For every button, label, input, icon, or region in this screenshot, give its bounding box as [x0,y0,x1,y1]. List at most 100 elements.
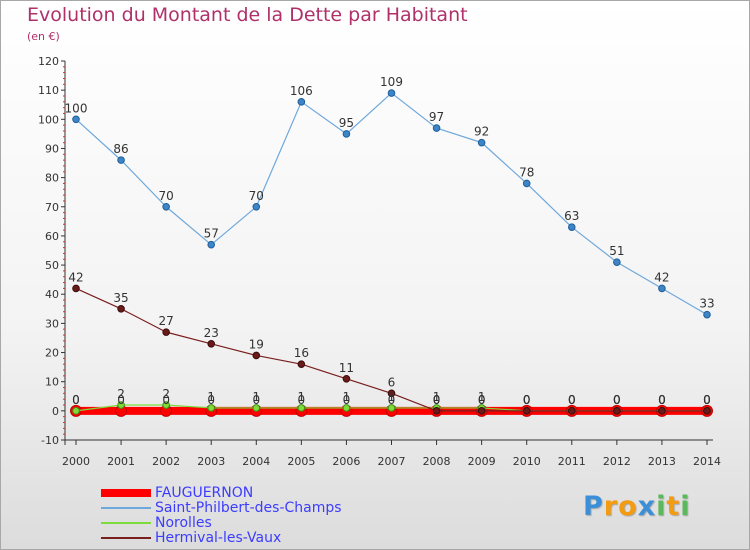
data-point-hermival [567,407,576,415]
legend-label-saint-philbert: Saint-Philbert-des-Champs [155,500,342,516]
x-tick-label: 2006 [332,455,360,468]
data-label-hermival: 0 [433,393,441,407]
data-label-saint-philbert: 63 [564,209,579,223]
data-point-hermival [252,351,261,360]
data-label-saint-philbert: 70 [249,189,264,203]
data-label-norolles: 1 [252,390,260,404]
data-label-fauguernon: 0 [703,393,711,407]
data-label-saint-philbert: 33 [699,297,714,311]
data-point-saint-philbert [432,124,441,132]
data-label-saint-philbert: 109 [380,75,403,89]
data-point-saint-philbert [252,202,261,211]
chart-subtitle: (en €) [27,30,60,43]
data-label-norolles: 0 [568,393,576,407]
data-point-norolles [162,401,170,409]
legend-swatch-saint-philbert [101,507,151,509]
data-point-hermival [297,360,306,369]
y-tick-label: 110 [38,84,59,97]
data-label-saint-philbert: 106 [290,84,313,98]
data-point-hermival [117,305,125,313]
logo-letter: i [656,491,667,522]
legend-swatch-norolles [101,522,151,524]
data-label-hermival: 16 [294,346,309,360]
data-point-norolles [207,404,216,412]
x-tick-label: 2000 [62,455,90,468]
y-tick-label: -10 [41,434,59,447]
data-point-saint-philbert [117,156,125,164]
data-label-norolles: 0 [658,393,666,407]
data-label-hermival: 0 [613,393,621,407]
legend-item-norolles: Norolles [101,515,212,531]
data-point-hermival [162,328,170,336]
data-point-saint-philbert [522,179,531,188]
data-point-saint-philbert [658,284,666,293]
x-tick-label: 2003 [197,455,225,468]
data-label-fauguernon: 0 [298,393,306,407]
data-point-saint-philbert [297,98,306,106]
data-label-fauguernon: 0 [117,393,125,407]
data-point-saint-philbert [207,240,216,249]
legend-swatch-hermival [101,537,151,539]
x-tick-label: 2009 [468,455,496,468]
data-label-fauguernon: 0 [72,393,80,407]
y-tick-label: 0 [52,405,59,418]
data-label-norolles: 1 [478,390,486,404]
y-tick-label: 10 [45,376,59,389]
data-point-norolles [117,401,125,409]
y-tick-label: 100 [38,113,59,126]
data-label-norolles: 1 [433,390,441,404]
x-tick-label: 2005 [287,455,315,468]
x-tick-label: 2002 [152,455,180,468]
x-tick-label: 2004 [242,455,270,468]
data-label-norolles: 0 [72,393,80,407]
data-label-hermival: 0 [703,393,711,407]
logo-letter: P [583,491,604,522]
logo-letter: o [618,491,638,522]
legend-label-fauguernon: FAUGUERNON [155,485,254,501]
x-tick-label: 2010 [513,455,541,468]
data-point-saint-philbert [477,138,486,147]
data-label-saint-philbert: 95 [339,116,354,130]
proxiti-logo: Proxiti [583,491,691,522]
data-point-saint-philbert [613,258,621,266]
legend-label-hermival: Hermival-les-Vaux [155,530,282,546]
data-point-saint-philbert [703,310,711,319]
data-label-norolles: 0 [523,393,531,407]
data-label-fauguernon: 0 [433,393,441,407]
data-label-norolles: 1 [207,390,215,404]
x-tick-label: 2001 [107,455,135,468]
data-point-hermival [522,407,531,415]
data-point-norolles [387,404,396,412]
data-point-hermival [342,374,351,383]
logo-letter: r [603,491,619,522]
legend-item-saint-philbert: Saint-Philbert-des-Champs [101,500,342,516]
logo-letter: x [637,491,657,522]
data-point-hermival [613,407,621,415]
x-tick-label: 2013 [648,455,676,468]
data-point-saint-philbert [342,130,351,138]
data-point-saint-philbert [387,89,396,97]
y-tick-label: 40 [45,288,59,301]
data-label-norolles: 0 [703,393,711,407]
data-label-fauguernon: 0 [523,393,531,407]
data-label-fauguernon: 0 [613,393,621,407]
data-label-saint-philbert: 78 [519,165,534,179]
data-label-saint-philbert: 42 [654,270,669,284]
data-label-saint-philbert: 57 [204,227,219,241]
data-label-fauguernon: 0 [568,393,576,407]
y-tick-label: 120 [38,55,59,68]
data-label-norolles: 1 [298,390,306,404]
x-tick-label: 2008 [423,455,451,468]
legend-item-hermival: Hermival-les-Vaux [101,530,281,546]
data-label-fauguernon: 0 [658,393,666,407]
data-label-hermival: 6 [388,375,396,389]
data-point-hermival [703,407,711,415]
data-label-saint-philbert: 92 [474,125,489,139]
y-tick-label: 90 [45,142,59,155]
data-label-hermival: 27 [159,314,174,328]
data-label-norolles: 1 [343,390,351,404]
chart-title: Evolution du Montant de la Dette par Hab… [27,4,468,26]
data-label-fauguernon: 0 [252,393,260,407]
